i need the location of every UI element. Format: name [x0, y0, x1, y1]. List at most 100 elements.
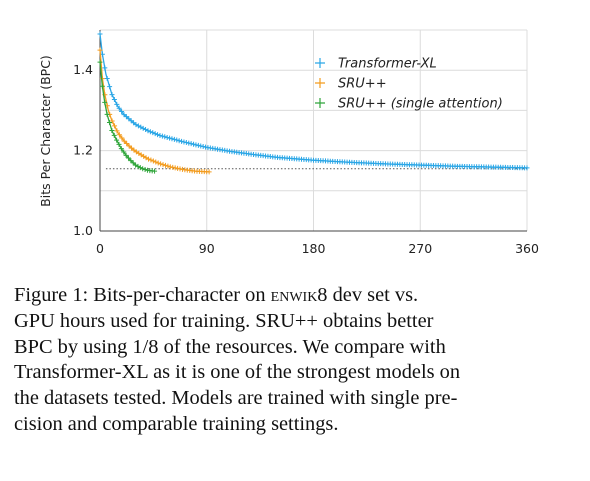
caption-text: enwik8: [270, 284, 328, 306]
data-point-marker: [142, 166, 148, 172]
data-point-marker: [162, 134, 168, 140]
data-point-marker: [102, 65, 108, 71]
data-point-marker: [176, 138, 182, 144]
data-point-marker: [107, 84, 113, 90]
data-point-marker: [140, 166, 146, 172]
data-point-marker: [116, 141, 122, 147]
data-point-marker: [162, 162, 168, 168]
data-point-marker: [157, 133, 163, 139]
caption-text: cision and comparable training settings.: [14, 412, 339, 435]
data-point-marker: [123, 152, 129, 158]
data-point-marker: [97, 31, 103, 37]
y-axis-label: Bits Per Character (BPC): [38, 55, 53, 207]
data-point-marker: [159, 133, 165, 139]
data-point-marker: [104, 111, 110, 117]
data-point-marker: [106, 119, 112, 125]
data-point-marker: [198, 143, 204, 149]
data-point-marker: [183, 140, 189, 146]
caption-text: Figure 1: Bits-per-character on: [14, 284, 271, 306]
data-point-marker: [155, 132, 161, 138]
caption-line: cision and comparable training settings.: [14, 412, 580, 438]
data-point-marker: [524, 165, 530, 171]
x-tick-labels: 0 90 180 270 360: [96, 241, 539, 256]
x-tick-label: 0: [96, 241, 104, 256]
data-point-marker: [137, 165, 143, 171]
data-point-marker: [114, 101, 120, 107]
caption-line: Figure 1: Bits-per-character on enwik8 d…: [14, 283, 580, 309]
data-point-marker: [114, 128, 120, 134]
data-point-marker: [150, 158, 156, 164]
data-point-marker: [116, 105, 122, 111]
data-point-marker: [181, 139, 187, 145]
caption-text: Transformer-XL as it is one of the stron…: [14, 361, 461, 384]
series-transformer-xl: [97, 31, 530, 171]
data-point-marker: [158, 161, 164, 167]
data-point-marker: [191, 141, 197, 147]
data-point-marker: [97, 47, 103, 53]
data-point-marker: [147, 129, 153, 135]
data-point-marker: [148, 157, 154, 163]
data-point-marker: [116, 132, 122, 138]
series-sru: [97, 47, 212, 175]
legend-marker: [315, 98, 325, 108]
x-tick-label: 270: [408, 241, 432, 256]
data-point-marker: [138, 124, 144, 130]
caption-line: Transformer-XL as it is one of the stron…: [14, 360, 580, 386]
data-point-marker: [109, 128, 115, 133]
grid-lines: [99, 29, 528, 232]
x-tick-label: 180: [302, 241, 326, 256]
x-tick-label: 90: [199, 241, 215, 256]
data-point-marker: [171, 136, 177, 142]
data-point-marker: [119, 135, 125, 141]
data-point-marker: [97, 59, 103, 65]
data-point-marker: [165, 163, 171, 169]
caption-text: GPU hours used for training. SRU++ obtai…: [14, 309, 434, 332]
data-point-marker: [143, 127, 149, 133]
legend-label: SRU++: [338, 77, 387, 92]
data-point-marker: [130, 160, 136, 166]
data-point-marker: [152, 131, 158, 137]
data-point-marker: [121, 149, 127, 155]
data-point-marker: [174, 137, 180, 143]
caption-text: BPC by using 1/8 of the resources. We co…: [14, 335, 446, 358]
data-point-marker: [140, 125, 146, 131]
legend-label: SRU++ (single attention): [338, 97, 503, 112]
data-point-marker: [150, 130, 156, 136]
series-line: [99, 50, 210, 173]
data-point-marker: [114, 137, 120, 143]
caption-line: BPC by using 1/8 of the resources. We co…: [14, 335, 580, 361]
data-point-marker: [104, 76, 110, 82]
data-point-marker: [195, 142, 201, 148]
data-point-marker: [164, 134, 170, 140]
data-point-marker: [118, 146, 124, 152]
data-point-marker: [125, 155, 131, 161]
data-point-marker: [160, 162, 166, 168]
data-point-marker: [111, 96, 117, 102]
legend-label: Transformer-XL: [338, 57, 437, 72]
series-layer: [97, 31, 530, 175]
data-point-marker: [145, 156, 151, 162]
data-point-marker: [102, 99, 108, 105]
y-tick-label: 1.0: [73, 223, 93, 238]
data-point-marker: [193, 142, 199, 148]
data-point-marker: [169, 136, 175, 142]
data-point-marker: [179, 138, 185, 144]
series-sru-single-attention: [97, 59, 158, 174]
data-point-marker: [206, 169, 212, 175]
data-point-marker: [186, 140, 192, 146]
data-point-marker: [109, 118, 115, 124]
bpc-chart: 0 90 180 270 360 1.0 1.2 1.4 Bits Per Characte…: [38, 29, 539, 256]
y-tick-label: 1.4: [73, 62, 93, 77]
legend: Transformer-XL SRU++ SRU++ (single attenti…: [315, 57, 503, 112]
y-tick-labels: 1.0 1.2 1.4: [73, 62, 93, 238]
data-point-marker: [121, 138, 127, 144]
caption-line: the datasets tested. Models are trained …: [14, 386, 580, 412]
legend-marker: [315, 78, 325, 88]
x-tick-label: 360: [515, 241, 539, 256]
data-point-marker: [200, 144, 206, 150]
data-point-marker: [109, 92, 115, 98]
y-tick-label: 1.2: [73, 143, 93, 158]
data-point-marker: [188, 141, 194, 147]
data-point-marker: [167, 164, 173, 170]
caption-line: GPU hours used for training. SRU++ obtai…: [14, 309, 580, 335]
